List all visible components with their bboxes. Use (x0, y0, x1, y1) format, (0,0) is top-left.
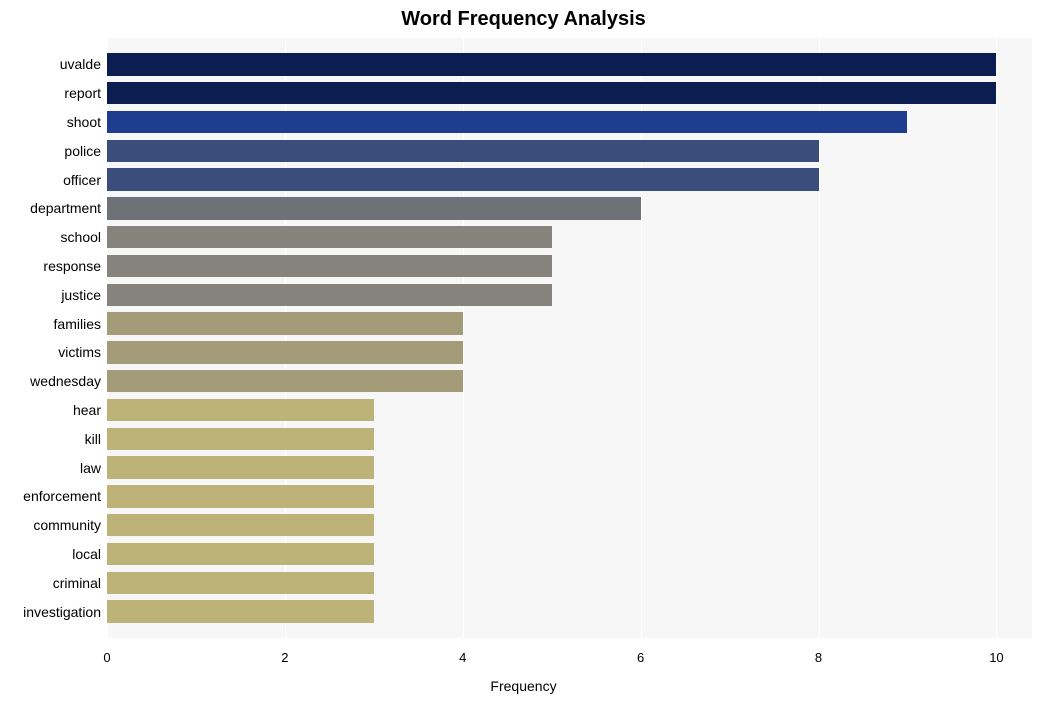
y-tick-label: criminal (53, 575, 107, 591)
grid-line (996, 38, 997, 638)
y-tick-label: enforcement (23, 488, 107, 504)
bar (107, 514, 374, 536)
plot-area: uvaldereportshootpoliceofficerdepartment… (107, 38, 1032, 638)
bar (107, 543, 374, 565)
bar (107, 284, 552, 306)
y-tick-label: local (72, 546, 107, 562)
y-tick-label: uvalde (60, 56, 107, 72)
bar (107, 485, 374, 507)
chart-title: Word Frequency Analysis (0, 8, 1047, 31)
bar (107, 226, 552, 248)
y-tick-label: officer (63, 172, 107, 188)
y-tick-label: hear (73, 402, 107, 418)
y-tick-label: kill (85, 431, 107, 447)
x-tick-label: 2 (281, 650, 288, 665)
y-tick-label: police (64, 143, 107, 159)
y-tick-label: law (80, 460, 107, 476)
y-tick-label: wednesday (30, 373, 107, 389)
bar (107, 428, 374, 450)
bar (107, 370, 463, 392)
bar (107, 111, 907, 133)
x-tick-label: 4 (459, 650, 466, 665)
bar (107, 600, 374, 622)
y-tick-label: victims (58, 344, 107, 360)
bar (107, 255, 552, 277)
x-tick-label: 6 (637, 650, 644, 665)
y-tick-label: response (43, 258, 107, 274)
bar (107, 399, 374, 421)
word-frequency-chart: Word Frequency Analysis uvaldereportshoo… (0, 0, 1047, 701)
bar (107, 572, 374, 594)
x-tick-label: 10 (989, 650, 1003, 665)
x-tick-label: 0 (103, 650, 110, 665)
bar (107, 197, 641, 219)
bar (107, 168, 819, 190)
y-tick-label: school (61, 229, 107, 245)
y-tick-label: report (64, 85, 107, 101)
bar (107, 140, 819, 162)
y-tick-label: department (30, 200, 107, 216)
x-axis-label: Frequency (0, 678, 1047, 694)
bar (107, 341, 463, 363)
y-tick-label: families (54, 316, 107, 332)
x-tick-label: 8 (815, 650, 822, 665)
bar (107, 312, 463, 334)
y-tick-label: shoot (67, 114, 107, 130)
bar (107, 456, 374, 478)
y-tick-label: justice (61, 287, 107, 303)
y-tick-label: community (33, 517, 107, 533)
y-tick-label: investigation (23, 604, 107, 620)
bar (107, 82, 996, 104)
bar (107, 53, 996, 75)
